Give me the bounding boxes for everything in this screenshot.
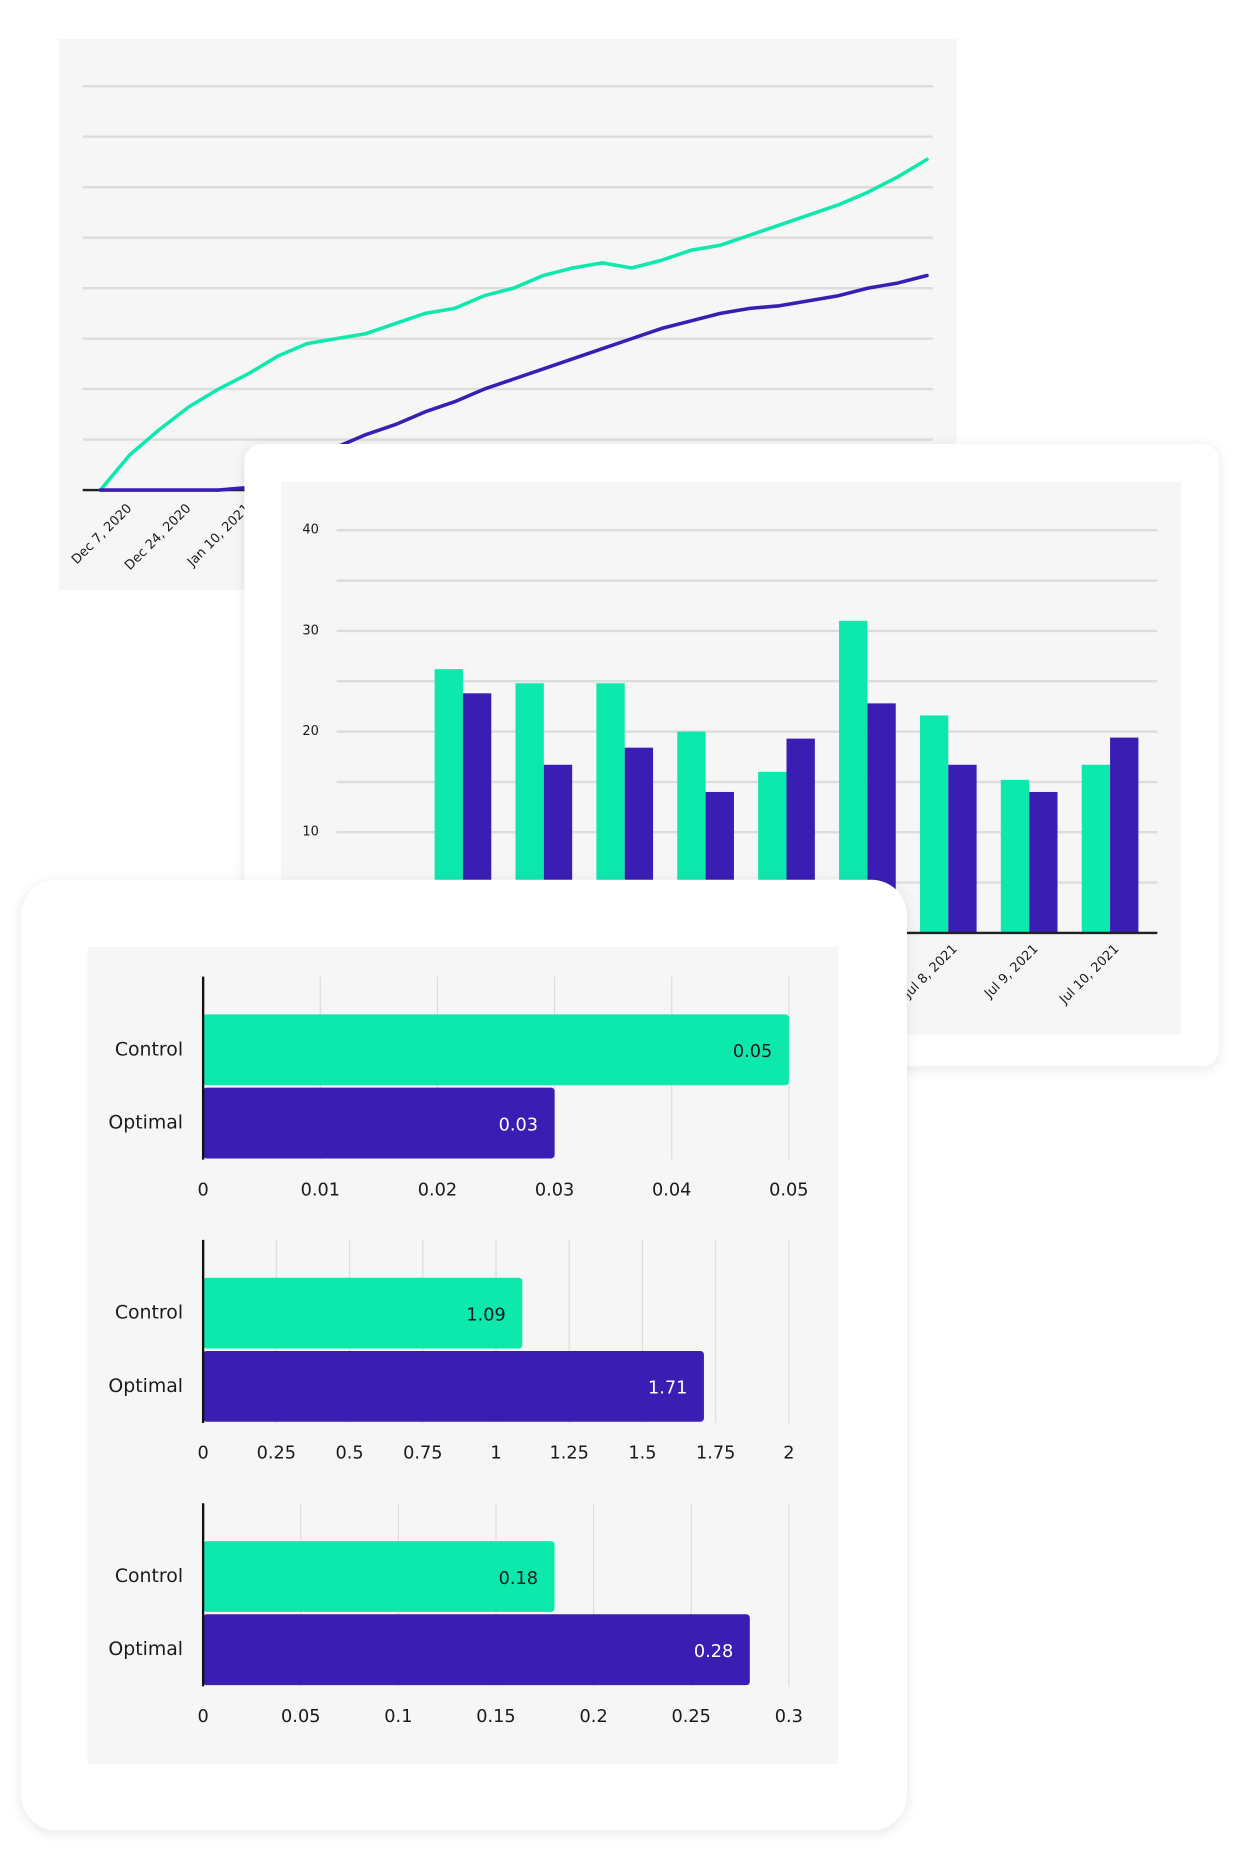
- y-tick-label: 20: [302, 724, 319, 739]
- x-tick-label: 0: [198, 1180, 209, 1200]
- value-label: 0.03: [499, 1115, 538, 1135]
- y-tick-label: 30: [302, 623, 319, 638]
- x-tick-label: 0: [198, 1707, 209, 1727]
- bar: [919, 715, 949, 933]
- x-tick-label: 0.75: [403, 1444, 442, 1464]
- value-label: 0.05: [733, 1042, 772, 1062]
- x-tick-label: 2: [783, 1444, 794, 1464]
- x-tick-label: 1.25: [550, 1444, 589, 1464]
- bar: [1081, 764, 1111, 933]
- bar: [203, 1614, 750, 1686]
- bar: [203, 1350, 704, 1422]
- bar: [203, 1087, 555, 1159]
- x-tick-label: 0.15: [476, 1707, 515, 1727]
- x-tick-label: 0.05: [281, 1707, 320, 1727]
- x-tick-label: 0: [198, 1444, 209, 1464]
- category-label: Optimal: [108, 1638, 183, 1660]
- bar: [203, 1277, 523, 1349]
- x-tick-label: 0.5: [335, 1444, 363, 1464]
- category-label: Optimal: [108, 1112, 183, 1134]
- category-label: Control: [115, 1302, 183, 1324]
- bar: [1000, 779, 1030, 933]
- x-tick-label: 0.25: [257, 1444, 296, 1464]
- bar: [1029, 791, 1058, 933]
- x-tick-label: 0.04: [652, 1180, 691, 1200]
- x-tick-label: 1.5: [628, 1444, 656, 1464]
- y-tick-label: 10: [302, 825, 319, 840]
- category-label: Control: [115, 1565, 183, 1587]
- hbar-charts: 0 0.01 0.02 0.03 0.04 0.05 Control 0.05 Optimal 0…: [108, 976, 809, 1727]
- line-series: [98, 273, 929, 492]
- value-label: 1.71: [648, 1379, 687, 1399]
- x-tick-label: 0.2: [580, 1707, 608, 1727]
- x-tick-label: 0.3: [775, 1707, 803, 1727]
- x-tick-label: 0.05: [769, 1180, 808, 1200]
- line-series: [98, 157, 929, 492]
- x-tick-label: 0.25: [672, 1707, 711, 1727]
- x-tick-label: 0.1: [384, 1707, 412, 1727]
- y-tick-label: 40: [302, 523, 319, 538]
- bar: [203, 1541, 555, 1612]
- value-label: 0.28: [694, 1642, 733, 1662]
- x-tick-label: 0.03: [535, 1180, 574, 1200]
- category-label: Optimal: [108, 1375, 183, 1397]
- value-label: 1.09: [466, 1306, 505, 1326]
- bar: [948, 764, 977, 933]
- x-tick-label: 0.02: [418, 1180, 457, 1200]
- value-label: 0.18: [499, 1569, 538, 1589]
- x-tick-label: 0.01: [301, 1180, 340, 1200]
- bar: [203, 1014, 789, 1086]
- x-tick-label: 1: [490, 1444, 501, 1464]
- x-tick-label: 1.75: [696, 1444, 735, 1464]
- category-label: Control: [115, 1038, 183, 1060]
- bar: [1110, 737, 1139, 933]
